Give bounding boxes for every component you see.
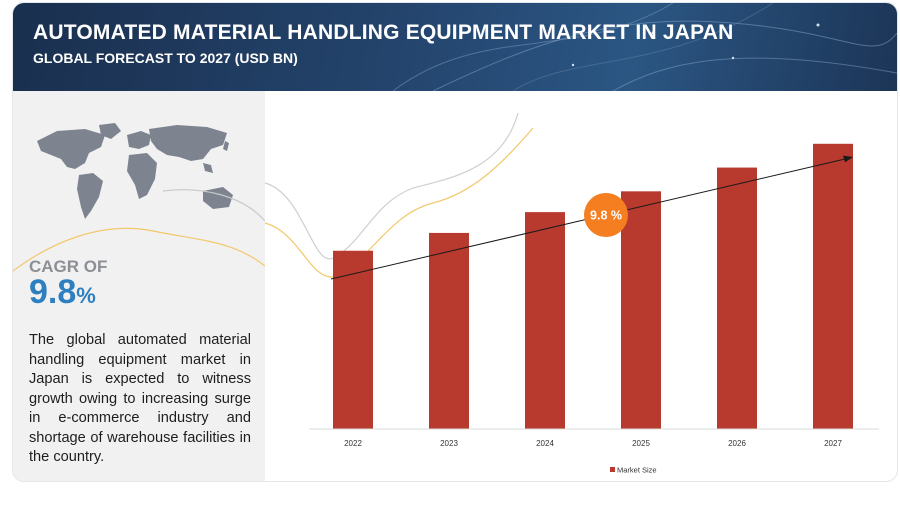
summary-description: The global automated material handling e… (29, 332, 251, 465)
bar-2022 (333, 250, 373, 429)
x-tick-label-2022: 2022 (344, 439, 362, 448)
header-banner: AUTOMATED MATERIAL HANDLING EQUIPMENT MA… (13, 3, 897, 91)
x-tick-label-2026: 2026 (728, 439, 746, 448)
legend-swatch (610, 467, 615, 472)
x-tick-label-2024: 2024 (536, 439, 554, 448)
infographic-frame: AUTOMATED MATERIAL HANDLING EQUIPMENT MA… (12, 2, 898, 482)
page-title: AUTOMATED MATERIAL HANDLING EQUIPMENT MA… (33, 21, 734, 44)
chart-swoosh-decoration (264, 112, 534, 278)
cagr-label: CAGR OF (29, 257, 108, 276)
cagr-badge: 9.8 % (584, 193, 628, 237)
header-decoration (392, 3, 897, 91)
cagr-value: 9.8% (29, 273, 96, 312)
x-tick-label-2023: 2023 (440, 439, 458, 448)
summary-panel: CAGR OF 9.8% The global automated materi… (13, 91, 265, 481)
bar-2023 (429, 232, 469, 429)
bar-2024 (525, 212, 565, 429)
legend-label: Market Size (617, 466, 657, 475)
cagr-unit: % (76, 283, 96, 308)
world-map-icon (37, 123, 233, 219)
bar-series (333, 143, 853, 429)
page-subtitle: GLOBAL FORECAST TO 2027 (USD BN) (33, 50, 298, 66)
panel-swoosh-decoration (13, 189, 265, 272)
bar-2026 (717, 167, 757, 429)
x-tick-label-2027: 2027 (824, 439, 842, 448)
bar-2025 (621, 191, 661, 429)
bar-chart: 2022 2023 2024 2025 2026 2027 9.8 % Market Si… (264, 112, 879, 475)
cagr-number: 9.8 (29, 273, 77, 311)
x-tick-label-2025: 2025 (632, 439, 650, 448)
cagr-badge-label: 9.8 % (590, 209, 622, 223)
bar-2027 (813, 143, 853, 429)
legend: Market Size (610, 466, 657, 475)
x-tick-labels: 2022 2023 2024 2025 2026 2027 (344, 439, 842, 448)
